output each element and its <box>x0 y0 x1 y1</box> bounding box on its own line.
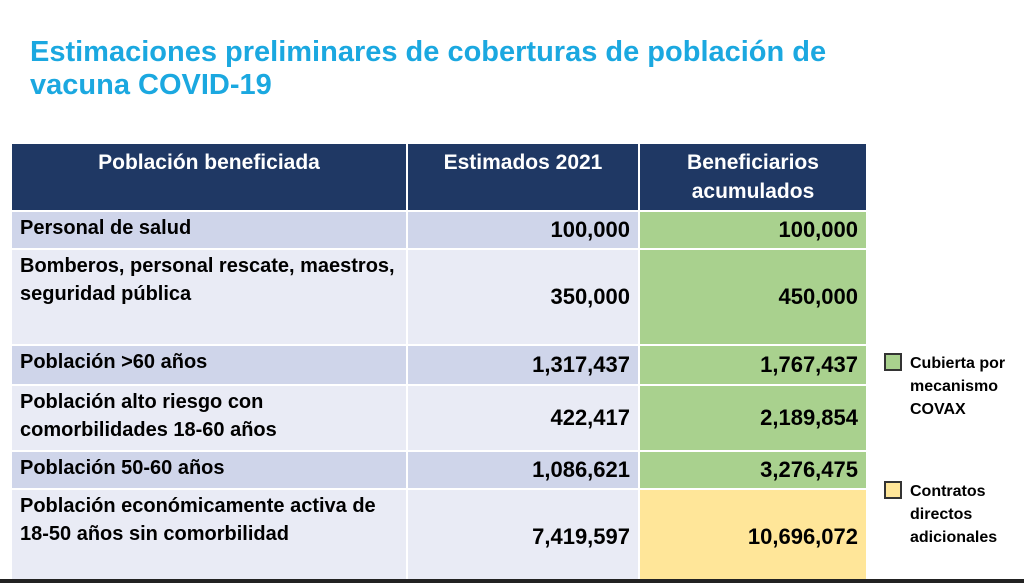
header-estimates-2021: Estimados 2021 <box>406 142 640 212</box>
row-label: Población económicamente activa de 18-50… <box>10 488 408 583</box>
row-cumulative: 100,000 <box>638 210 868 250</box>
legend-direct-label: Contratos directos adicionales <box>910 483 998 546</box>
legend-covax: Cubierta por mecanismo COVAX <box>884 352 1024 421</box>
row-cumulative: 450,000 <box>638 248 868 346</box>
legend-direct: Contratos directos adicionales <box>884 480 1024 549</box>
table-row: Población 50-60 años 1,086,621 3,276,475 <box>10 450 868 490</box>
row-estimate: 422,417 <box>406 384 640 452</box>
table-row: Población económicamente activa de 18-50… <box>10 488 868 583</box>
row-label: Población 50-60 años <box>10 450 408 490</box>
header-cumulative-beneficiaries: Beneficiarios acumulados <box>638 142 868 212</box>
row-estimate: 1,317,437 <box>406 344 640 386</box>
row-cumulative: 10,696,072 <box>638 488 868 583</box>
row-estimate: 350,000 <box>406 248 640 346</box>
bottom-divider <box>0 579 1024 583</box>
header-population: Población beneficiada <box>10 142 408 212</box>
row-label: Población alto riesgo con comorbilidades… <box>10 384 408 452</box>
table-row: Personal de salud 100,000 100,000 <box>10 210 868 250</box>
row-label: Bomberos, personal rescate, maestros, se… <box>10 248 408 346</box>
green-swatch-icon <box>884 353 902 371</box>
yellow-swatch-icon <box>884 481 902 499</box>
row-cumulative: 3,276,475 <box>638 450 868 490</box>
table-row: Población >60 años 1,317,437 1,767,437 <box>10 344 868 386</box>
row-label: Población >60 años <box>10 344 408 386</box>
legend-covax-label: Cubierta por mecanismo COVAX <box>910 355 1006 418</box>
table-header-row: Población beneficiada Estimados 2021 Ben… <box>10 142 868 212</box>
table-row: Población alto riesgo con comorbilidades… <box>10 384 868 452</box>
table-row: Bomberos, personal rescate, maestros, se… <box>10 248 868 346</box>
coverage-table: Población beneficiada Estimados 2021 Ben… <box>10 142 868 583</box>
row-estimate: 100,000 <box>406 210 640 250</box>
row-cumulative: 2,189,854 <box>638 384 868 452</box>
row-estimate: 1,086,621 <box>406 450 640 490</box>
row-estimate: 7,419,597 <box>406 488 640 583</box>
page-title: Estimaciones preliminares de coberturas … <box>30 36 827 101</box>
row-label: Personal de salud <box>10 210 408 250</box>
row-cumulative: 1,767,437 <box>638 344 868 386</box>
